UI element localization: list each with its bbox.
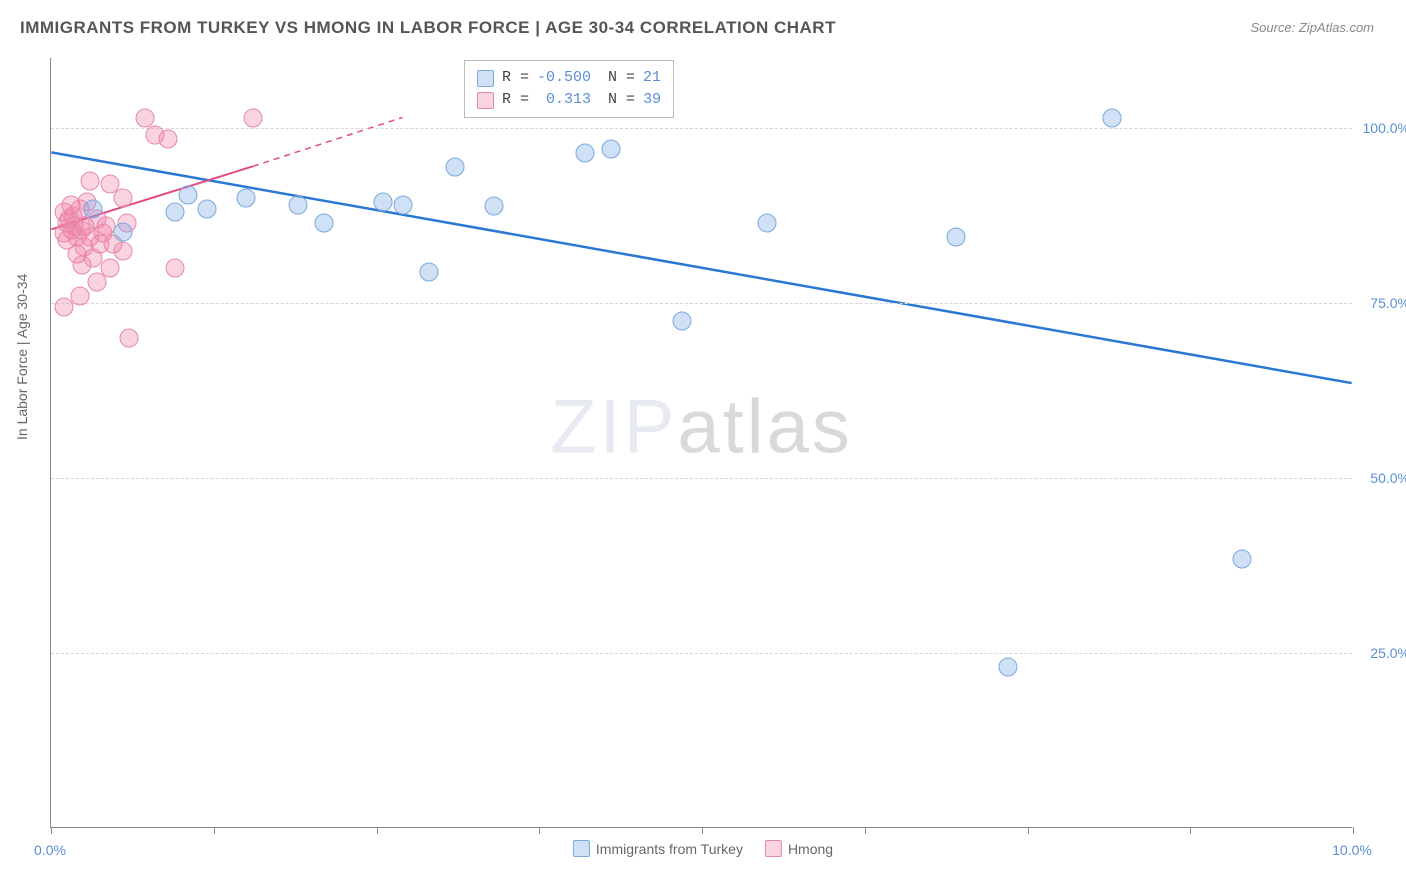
plot-area: ZIPatlas 25.0%50.0%75.0%100.0%	[50, 58, 1352, 828]
legend-item-series-b: Hmong	[765, 840, 833, 857]
data-point-turkey	[673, 311, 692, 330]
data-point-hmong	[165, 259, 184, 278]
data-point-turkey	[237, 189, 256, 208]
x-tick	[51, 827, 52, 834]
y-tick-label: 75.0%	[1358, 295, 1406, 311]
data-point-hmong	[113, 241, 132, 260]
data-point-turkey	[374, 192, 393, 211]
data-point-turkey	[83, 199, 102, 218]
trend-lines-svg	[51, 58, 1352, 827]
grid-line	[51, 128, 1352, 129]
y-tick-label: 50.0%	[1358, 470, 1406, 486]
data-point-turkey	[165, 203, 184, 222]
data-point-turkey	[445, 157, 464, 176]
legend-n-label: N =	[599, 89, 635, 111]
data-point-turkey	[601, 140, 620, 159]
data-point-hmong	[100, 175, 119, 194]
data-point-hmong	[135, 108, 154, 127]
x-tick	[377, 827, 378, 834]
grid-line	[51, 478, 1352, 479]
legend-row-series-b: R = 0.313 N = 39	[477, 89, 661, 111]
data-point-turkey	[289, 196, 308, 215]
y-axis-title: In Labor Force | Age 30-34	[14, 274, 30, 440]
data-point-turkey	[1103, 108, 1122, 127]
legend-swatch-b	[477, 92, 494, 109]
x-tick	[214, 827, 215, 834]
legend-n-value-b: 39	[643, 89, 661, 111]
chart-title: IMMIGRANTS FROM TURKEY VS HMONG IN LABOR…	[20, 18, 836, 38]
x-tick	[539, 827, 540, 834]
legend-label-series-b: Hmong	[788, 841, 833, 857]
data-point-turkey	[575, 143, 594, 162]
legend-label-series-a: Immigrants from Turkey	[596, 841, 743, 857]
x-tick	[865, 827, 866, 834]
data-point-turkey	[1233, 549, 1252, 568]
data-point-turkey	[946, 227, 965, 246]
legend-swatch-a	[477, 70, 494, 87]
data-point-hmong	[70, 287, 89, 306]
y-tick-label: 25.0%	[1358, 645, 1406, 661]
data-point-turkey	[178, 185, 197, 204]
data-point-turkey	[113, 222, 132, 241]
bottom-legend: Immigrants from Turkey Hmong	[573, 840, 833, 857]
legend-row-series-a: R = -0.500 N = 21	[477, 67, 661, 89]
x-tick	[1353, 827, 1354, 834]
legend-swatch-series-b	[765, 840, 782, 857]
data-point-hmong	[100, 259, 119, 278]
data-point-hmong	[243, 108, 262, 127]
data-point-hmong	[159, 129, 178, 148]
legend-r-label: R =	[502, 67, 529, 89]
chart-container: IMMIGRANTS FROM TURKEY VS HMONG IN LABOR…	[0, 0, 1406, 892]
legend-n-label: N =	[599, 67, 635, 89]
data-point-turkey	[484, 197, 503, 216]
legend-swatch-series-a	[573, 840, 590, 857]
data-point-turkey	[758, 213, 777, 232]
legend-n-value-a: 21	[643, 67, 661, 89]
data-point-hmong	[81, 171, 100, 190]
grid-line	[51, 303, 1352, 304]
grid-line	[51, 653, 1352, 654]
x-tick	[702, 827, 703, 834]
data-point-turkey	[315, 213, 334, 232]
data-point-turkey	[998, 658, 1017, 677]
x-tick-label: 0.0%	[34, 842, 66, 858]
legend-r-value-b: 0.313	[537, 89, 591, 111]
watermark-zip: ZIP	[550, 385, 677, 470]
data-point-turkey	[419, 262, 438, 281]
watermark-text: ZIPatlas	[550, 384, 853, 471]
data-point-turkey	[198, 199, 217, 218]
data-point-hmong	[120, 329, 139, 348]
legend-r-value-a: -0.500	[537, 67, 591, 89]
data-point-turkey	[393, 196, 412, 215]
data-point-hmong	[113, 189, 132, 208]
source-label: Source: ZipAtlas.com	[1250, 20, 1374, 35]
legend-r-label: R =	[502, 89, 529, 111]
correlation-legend: R = -0.500 N = 21 R = 0.313 N = 39	[464, 60, 674, 118]
x-tick	[1028, 827, 1029, 834]
y-tick-label: 100.0%	[1358, 120, 1406, 136]
x-tick-label: 10.0%	[1332, 842, 1372, 858]
watermark-atlas: atlas	[677, 385, 853, 470]
x-tick	[1190, 827, 1191, 834]
legend-item-series-a: Immigrants from Turkey	[573, 840, 743, 857]
